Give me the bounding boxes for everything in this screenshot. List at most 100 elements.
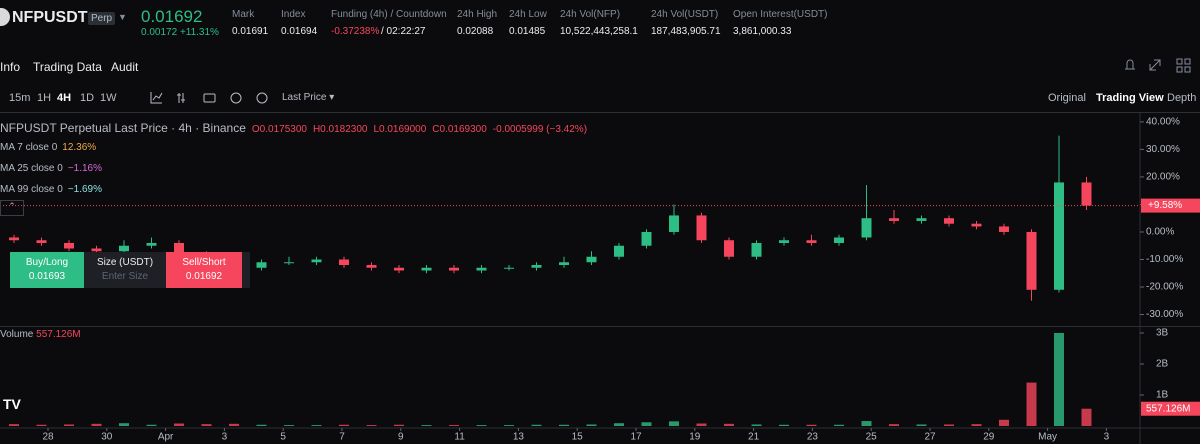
ohlc-value: C0.0169300 (432, 124, 487, 135)
volume-bar (339, 424, 349, 426)
volume-bar (641, 422, 652, 426)
y-tick-label: -10.00% (1146, 254, 1183, 265)
dropdown[interactable]: ▼ (118, 12, 127, 22)
x-tick-label: 30 (101, 432, 113, 443)
candle-body (449, 267, 459, 271)
interval[interactable]: 1W (100, 92, 117, 104)
tool-icons (150, 92, 268, 104)
candle-body (256, 262, 267, 268)
volume-tick-label: 2B (1156, 359, 1169, 370)
symbol[interactable]: NFPUSDT (12, 9, 88, 26)
ohlc-value: O0.0175300 (251, 124, 307, 135)
ma-row: MA 7 close 0 12.36% (0, 142, 96, 153)
volume-bar (91, 423, 102, 426)
x-tick-label: 29 (983, 432, 995, 443)
expand-icon[interactable] (1149, 59, 1161, 71)
stat-label: Mark (232, 9, 255, 20)
volume-bar (971, 424, 982, 426)
interval[interactable]: 15m (9, 92, 31, 104)
camera-icon[interactable] (203, 93, 216, 103)
buy-button[interactable]: Buy/Long 0.01693 (10, 252, 84, 288)
candle-body (531, 265, 542, 268)
x-tick-label: Apr (158, 432, 174, 443)
bell-icon[interactable] (1125, 59, 1135, 70)
y-tick-label: -20.00% (1146, 282, 1183, 293)
x-tick-label: 3 (222, 432, 228, 443)
sell-button[interactable]: Sell/Short 0.01692 (166, 252, 242, 288)
volume-bar (366, 425, 377, 426)
candle-body (999, 226, 1009, 232)
stat-value: 0.01485 (509, 26, 546, 37)
volume-legend: Volume 557.126M (0, 329, 81, 340)
candle-body (751, 242, 762, 257)
stat-label: 24h Vol(USDT) (651, 9, 719, 20)
change: 0.00172 +11.31% (141, 27, 219, 38)
candle-body (1081, 182, 1092, 206)
collapse-button[interactable]: ⌃ (0, 200, 24, 216)
buy-label: Buy/Long (25, 257, 69, 268)
stat-label: 24h Vol(NFP) (560, 9, 621, 20)
replay-icon[interactable] (256, 92, 268, 104)
volume-bar (614, 423, 624, 426)
candle-body (641, 231, 652, 246)
tab[interactable]: Info (0, 60, 21, 74)
volume-bar (9, 424, 19, 426)
y-tick-label: 40.00% (1146, 117, 1180, 128)
interval-active[interactable]: 4H (57, 92, 72, 104)
price-type[interactable]: Last Price ▾ (282, 92, 335, 103)
volume-bar (1026, 382, 1037, 426)
volume-bar (669, 421, 679, 426)
y-tick-label: -30.00% (1146, 309, 1183, 320)
price: 0.01692 (141, 7, 203, 26)
candle-body (889, 218, 899, 221)
legend-ohlc: O0.0175300 H0.0182300 L0.0169000 C0.0169300… (246, 124, 587, 135)
volume-bar (311, 425, 322, 426)
candle-body (119, 245, 129, 252)
interval[interactable]: 1D (80, 92, 95, 104)
stat-label: Funding (4h) / Countdown (331, 9, 447, 20)
volume-bar (751, 424, 762, 426)
volume-bar (421, 425, 432, 426)
candle-body (669, 215, 679, 232)
ohlc-value: L0.0169000 (373, 124, 427, 135)
candle-icon[interactable] (177, 93, 185, 103)
ohlc-value: -0.0005999 (−3.42%) (492, 124, 588, 135)
x-tick-label: 5 (280, 432, 286, 443)
sell-label: Sell/Short (182, 257, 226, 268)
view[interactable]: Depth (1167, 92, 1197, 104)
volume-bar (36, 424, 47, 426)
candle-body (36, 240, 47, 243)
volume-bar (174, 423, 184, 426)
volume-bar (119, 423, 129, 426)
volume-title: Volume (0, 329, 34, 340)
size-input[interactable]: Size (USDT) Enter Size (84, 252, 166, 282)
indicator-icon[interactable] (150, 92, 163, 104)
view-active[interactable]: Trading View (1096, 92, 1164, 104)
x-tick-label: May (1038, 432, 1057, 443)
x-tick-label: 17 (630, 432, 642, 443)
candle-body (339, 259, 349, 265)
stat-value: 0.01691 (232, 26, 269, 37)
view[interactable]: Original (1048, 92, 1086, 104)
coin-icon (0, 8, 10, 26)
stat-value: 187,483,905.71 (651, 26, 721, 37)
tab-icons (1125, 58, 1191, 73)
volume-bar (449, 425, 459, 426)
x-tick-label: 23 (807, 432, 819, 443)
volume-bar (889, 424, 899, 426)
grid-icon[interactable] (1176, 58, 1191, 73)
order-box: Buy/Long 0.01693 Size (USDT) Enter Size Se… (10, 252, 250, 288)
add-icon[interactable] (230, 92, 242, 104)
candle-body (394, 267, 404, 271)
size-label: Size (USDT) (96, 257, 154, 268)
legend-symbol: NFPUSDT Perpetual Last Price · 4h · Bina… (0, 121, 246, 135)
buy-price: 0.01693 (28, 271, 66, 282)
interval[interactable]: 1H (37, 92, 52, 104)
sell-price: 0.01692 (185, 271, 223, 282)
tab[interactable]: Audit (111, 60, 139, 74)
x-tick-label: 15 (572, 432, 584, 443)
tab[interactable]: Trading Data (33, 60, 102, 74)
candle-body (559, 262, 569, 265)
stat-label: 24h High (457, 9, 498, 20)
ma-label: MA 7 close 0 (0, 142, 58, 153)
